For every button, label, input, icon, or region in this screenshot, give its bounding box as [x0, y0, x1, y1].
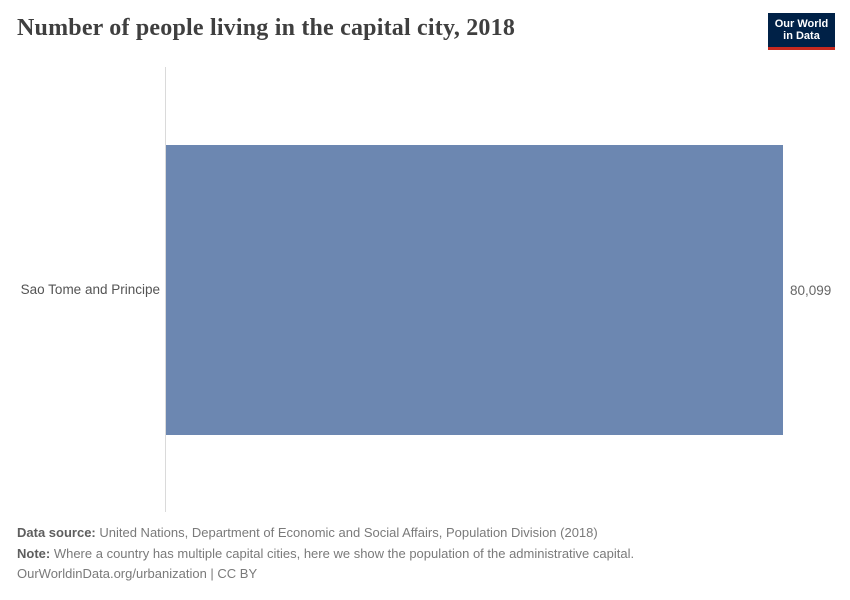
data-source-text: United Nations, Department of Economic a…	[95, 525, 598, 540]
owid-logo-line2: in Data	[783, 30, 820, 42]
note-label: Note:	[17, 545, 51, 561]
bar-category-label: Sao Tome and Principe	[20, 282, 160, 297]
chart-title: Number of people living in the capital c…	[17, 15, 516, 41]
data-source-label: Data source:	[17, 525, 96, 540]
note-text: Where a country has multiple capital cit…	[50, 545, 635, 561]
bar-value-label: 80,099	[790, 283, 832, 298]
note-line: Note: Where a country has multiple capit…	[17, 544, 634, 565]
bar-sao-tome-and-principe[interactable]	[166, 145, 783, 435]
attribution-link[interactable]: OurWorldinData.org/urbanization | CC BY	[17, 566, 258, 581]
owid-logo-line1: Our World	[774, 18, 829, 30]
owid-logo[interactable]: Our World in Data	[768, 13, 835, 50]
y-axis-line	[165, 67, 166, 512]
data-source-line: Data source: United Nations, Department …	[17, 523, 634, 544]
chart-footer: Data source: United Nations, Department …	[17, 523, 634, 585]
